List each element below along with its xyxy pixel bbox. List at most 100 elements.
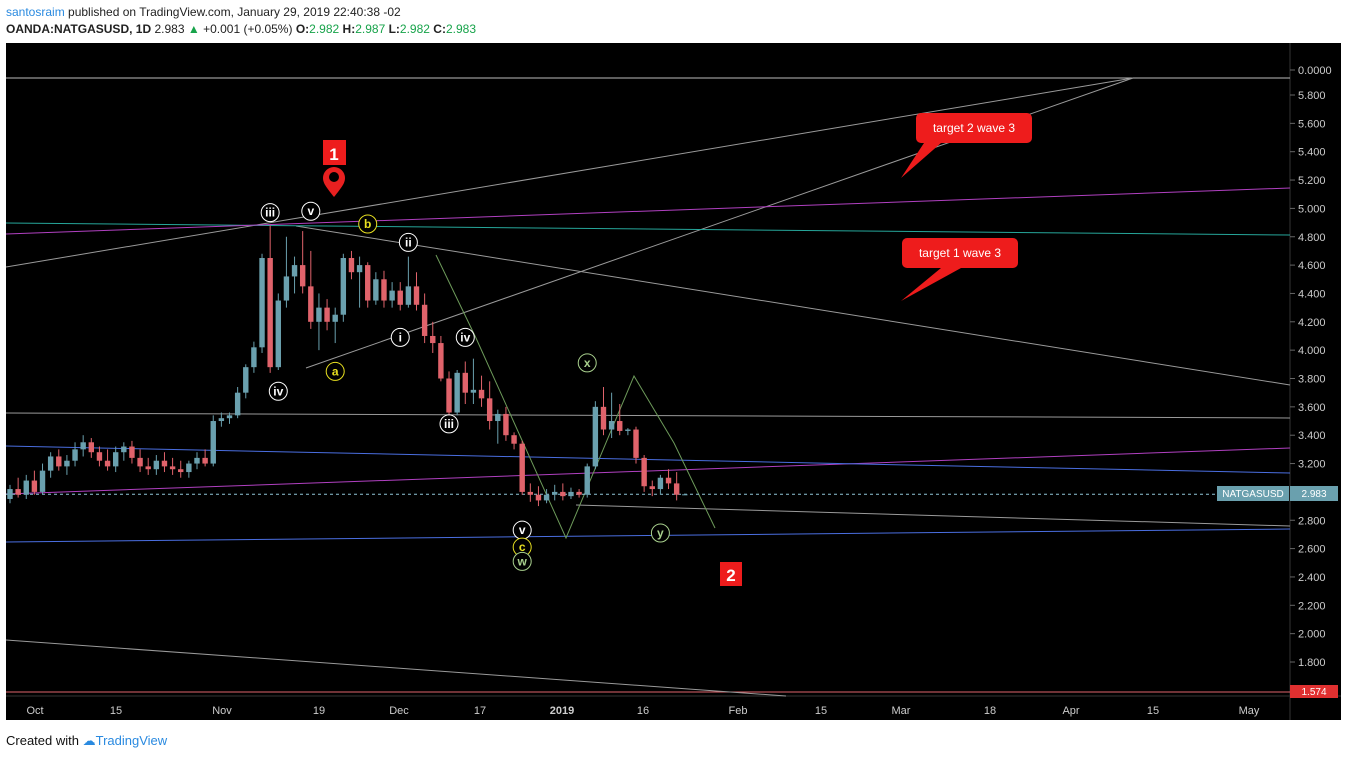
y-tick-label: 2.400 — [1298, 572, 1326, 584]
candle — [560, 483, 566, 501]
y-tick-label: 4.800 — [1298, 232, 1326, 244]
y-tick-label: 4.400 — [1298, 288, 1326, 300]
candle-body — [446, 378, 452, 413]
wave-label-circle — [268, 381, 288, 401]
candle — [535, 486, 542, 507]
candle-body — [340, 258, 347, 315]
candle — [592, 401, 599, 470]
wave-label-circle — [512, 551, 532, 571]
candle — [543, 489, 550, 504]
candle-body — [88, 442, 94, 453]
candle — [23, 474, 29, 499]
candle-body — [332, 314, 338, 322]
candle — [112, 446, 119, 473]
publish-line: santosraim published on TradingView.com,… — [6, 5, 401, 19]
x-tick-label: May — [1239, 705, 1260, 717]
candle-body — [308, 286, 314, 322]
candle — [129, 440, 135, 464]
wave-label-a: a — [325, 361, 345, 381]
candle — [316, 293, 322, 351]
author-link[interactable]: santosraim — [6, 5, 65, 19]
candle-body — [397, 290, 403, 305]
chart-area[interactable]: 0.0000 5.800 5.600 5.400 5.200 5.000 4.800 4.60… — [5, 43, 1341, 720]
y-tick-label: 2.600 — [1298, 544, 1326, 556]
wave-label-text: iv — [460, 330, 470, 344]
open-label: O: — [295, 22, 310, 36]
candle-body — [617, 421, 623, 431]
x-tick-label: 15 — [1147, 705, 1159, 717]
candle-body — [608, 421, 615, 430]
candle — [210, 415, 216, 467]
candle-body — [665, 477, 672, 484]
candle — [104, 449, 111, 471]
x-tick-label: Oct — [26, 705, 43, 717]
candle — [137, 449, 143, 473]
candle — [421, 293, 428, 344]
wave-label-b: b — [358, 214, 378, 234]
gray-support-line — [575, 504, 1291, 527]
candle — [31, 470, 38, 495]
wave-label-circle — [390, 327, 410, 347]
annotation-target-2-text: target 2 wave 3 — [933, 121, 1015, 135]
candle — [275, 293, 281, 370]
price-chart[interactable]: 0.0000 5.800 5.600 5.400 5.200 5.000 4.800 4.60… — [5, 43, 1341, 720]
candle — [576, 489, 582, 498]
wave-label-iii: iii — [260, 203, 280, 223]
candle-body — [31, 480, 38, 492]
candle — [552, 484, 558, 501]
bottom-tag-bg — [1290, 685, 1338, 698]
open-value: 2.982 — [309, 22, 340, 36]
candle-body — [169, 466, 176, 470]
candle — [584, 463, 590, 498]
candle-body — [145, 466, 151, 470]
wave-label-iv: iv — [268, 381, 288, 401]
candle — [194, 452, 200, 470]
candle-body — [324, 307, 330, 322]
candle — [332, 307, 338, 344]
candle-body — [161, 460, 168, 467]
wave-label-ii: ii — [398, 232, 418, 252]
y-tick-label: 1.800 — [1298, 657, 1326, 669]
wave-label-text: w — [517, 554, 528, 568]
tradingview-brand-link[interactable]: TradingView — [95, 733, 168, 748]
x-tick-label: Mar — [892, 705, 911, 717]
wave-path — [435, 254, 716, 540]
symbol-line: OANDA:NATGASUSD, 1D 2.983 ▲ +0.001 (+0.0… — [6, 22, 476, 36]
high-value: 2.987 — [355, 22, 386, 36]
annotation-target-2[interactable]: target 2 wave 3 — [901, 113, 1032, 178]
candle-body — [682, 494, 688, 496]
annotation-target-1[interactable]: target 1 wave 3 — [901, 238, 1018, 301]
y-tick-label: 5.000 — [1298, 203, 1326, 215]
wave-label-text: iii — [265, 206, 275, 220]
candle-body — [495, 413, 501, 422]
x-tick-label: Nov — [212, 705, 232, 717]
candle-body — [275, 300, 281, 368]
candle-body — [64, 460, 70, 467]
purple-line-lower — [5, 447, 1291, 495]
gray-level-line — [5, 412, 1291, 419]
trendline-falling — [295, 225, 1291, 386]
candle — [169, 457, 176, 475]
trendline-rising-long — [5, 77, 1134, 268]
candle-body — [267, 258, 273, 368]
published-text: published on TradingView.com, January 29… — [68, 5, 401, 19]
candle-body — [23, 480, 29, 495]
candle-body — [568, 491, 574, 497]
y-tick-label: 5.800 — [1298, 90, 1326, 102]
candle-body — [470, 389, 477, 393]
candle — [39, 463, 46, 495]
y-tick-label: 2.200 — [1298, 600, 1326, 612]
candle-body — [381, 279, 387, 301]
y-tick-label: 3.800 — [1298, 374, 1326, 386]
candle-body — [673, 483, 680, 495]
candle — [397, 282, 403, 311]
callout-1-box — [323, 140, 346, 165]
candle — [633, 426, 639, 464]
candle-body — [186, 463, 192, 473]
candle-body — [137, 457, 143, 467]
candle-body — [234, 392, 241, 416]
candle-body — [462, 372, 468, 393]
candle-body — [633, 429, 639, 458]
candle-body — [47, 456, 54, 471]
candle — [283, 236, 290, 308]
